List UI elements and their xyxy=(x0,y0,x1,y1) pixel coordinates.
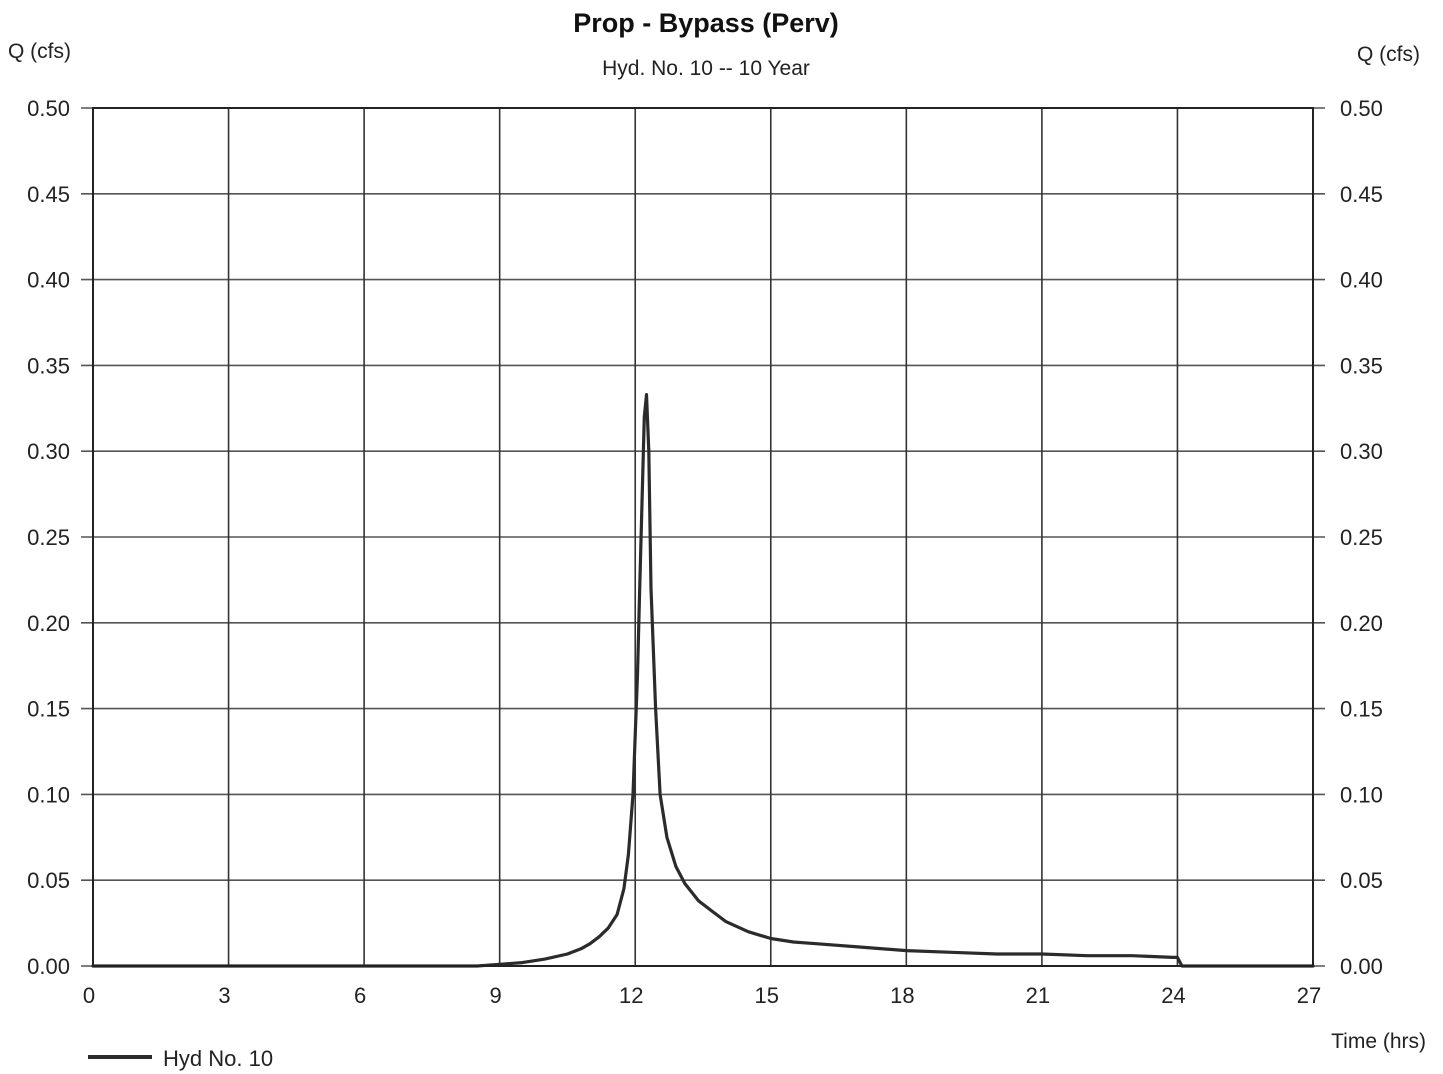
y-axis-label-right: Q (cfs) xyxy=(1357,43,1420,66)
y-tick-label-right: 0.25 xyxy=(1340,525,1383,550)
legend-label-hyd-10: Hyd No. 10 xyxy=(163,1046,273,1071)
y-tick-label-left: 0.00 xyxy=(27,954,70,979)
y-tick-label-right: 0.35 xyxy=(1340,353,1383,378)
y-tick-label-left: 0.10 xyxy=(27,782,70,807)
plot-frame xyxy=(92,107,1314,967)
y-tick-label-right: 0.50 xyxy=(1340,96,1383,121)
y-tick-label-left: 0.05 xyxy=(27,868,70,893)
legend: Hyd No. 10 xyxy=(88,1046,273,1071)
x-tick-label: 27 xyxy=(1297,983,1321,1008)
x-tick-label: 18 xyxy=(890,983,914,1008)
grid xyxy=(81,107,1325,967)
y-tick-label-left: 0.45 xyxy=(27,182,70,207)
x-tick-label: 15 xyxy=(755,983,779,1008)
chart-title: Prop - Bypass (Perv) xyxy=(573,8,839,38)
y-tick-label-left: 0.40 xyxy=(27,268,70,293)
y-tick-label-right: 0.40 xyxy=(1340,268,1383,293)
y-tick-label-left: 0.30 xyxy=(27,439,70,464)
x-tick-label: 6 xyxy=(354,983,366,1008)
y-tick-label-right: 0.00 xyxy=(1340,954,1383,979)
x-tick-label: 9 xyxy=(490,983,502,1008)
y-tick-label-right: 0.05 xyxy=(1340,868,1383,893)
y-tick-label-right: 0.30 xyxy=(1340,439,1383,464)
y-tick-label-right: 0.45 xyxy=(1340,182,1383,207)
x-tick-label: 24 xyxy=(1161,983,1185,1008)
x-axis-label: Time (hrs) xyxy=(1331,1030,1426,1053)
y-tick-label-left: 0.20 xyxy=(27,611,70,636)
x-tick-label: 0 xyxy=(83,983,95,1008)
y-tick-label-right: 0.15 xyxy=(1340,697,1383,722)
x-tick-label: 21 xyxy=(1026,983,1050,1008)
chart-subtitle: Hyd. No. 10 -- 10 Year xyxy=(602,57,810,80)
x-tick-label: 12 xyxy=(619,983,643,1008)
tick-labels: 0.00 0.00 0.05 0.05 0.10 0.10 0.15 0.15 0.20 0.20… xyxy=(27,96,1383,1008)
y-tick-label-left: 0.50 xyxy=(27,96,70,121)
y-tick-label-left: 0.15 xyxy=(27,697,70,722)
y-tick-label-left: 0.25 xyxy=(27,525,70,550)
y-tick-label-right: 0.20 xyxy=(1340,611,1383,636)
x-tick-label: 3 xyxy=(218,983,230,1008)
y-tick-label-right: 0.10 xyxy=(1340,782,1383,807)
series-layer xyxy=(91,393,1315,968)
series-line-hyd-10 xyxy=(91,393,1315,968)
y-axis-label-left: Q (cfs) xyxy=(8,40,71,63)
y-tick-label-left: 0.35 xyxy=(27,353,70,378)
